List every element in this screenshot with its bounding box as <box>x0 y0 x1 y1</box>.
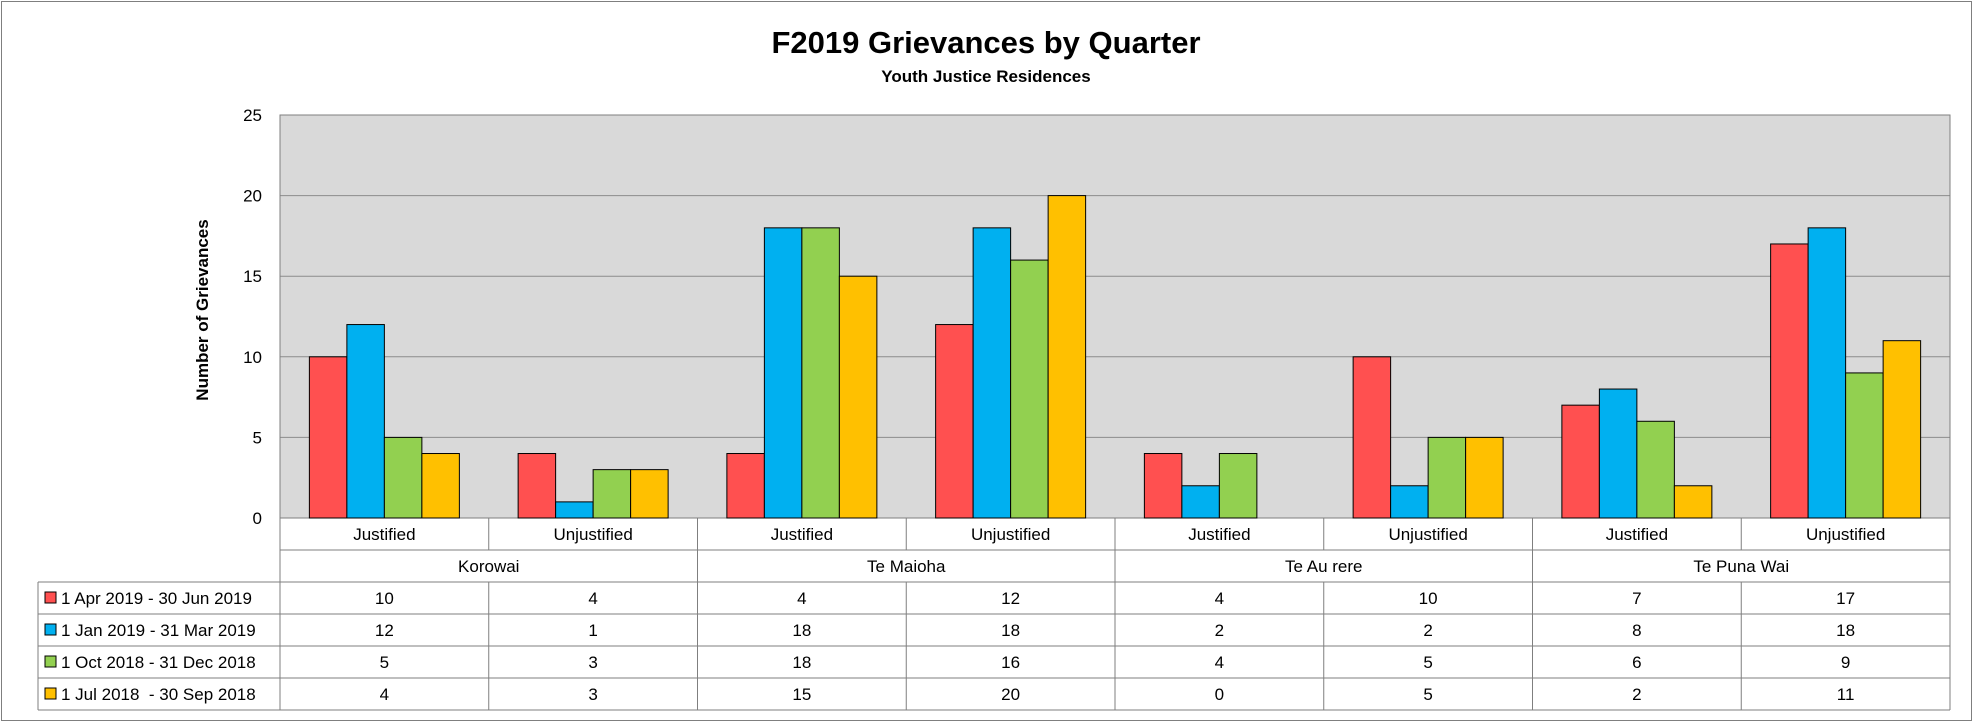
bar <box>308 356 348 519</box>
bar <box>763 227 803 519</box>
bar <box>555 501 594 519</box>
table-value: 2 <box>1632 685 1641 704</box>
table-value: 4 <box>380 685 389 704</box>
table-value: 3 <box>588 685 597 704</box>
table-value: 0 <box>1215 685 1224 704</box>
bar <box>517 453 557 519</box>
category-label: Unjustified <box>1806 525 1885 544</box>
bar <box>1770 243 1809 519</box>
y-tick-label: 25 <box>243 106 262 125</box>
bar <box>421 453 460 519</box>
group-label: Te Au rere <box>1285 557 1363 576</box>
table-value: 18 <box>792 621 811 640</box>
group-label: Te Maioha <box>867 557 946 576</box>
table-value: 6 <box>1632 653 1641 672</box>
bar <box>801 227 840 519</box>
table-value: 12 <box>375 621 394 640</box>
table-value: 15 <box>792 685 811 704</box>
bar <box>972 227 1012 519</box>
table-value: 10 <box>375 589 394 608</box>
bar <box>1218 453 1258 519</box>
y-axis-label: Number of Grievances <box>193 219 212 400</box>
table-value: 5 <box>1423 653 1432 672</box>
legend-label: 1 Oct 2018 - 31 Dec 2018 <box>61 653 256 672</box>
bar <box>1636 420 1675 519</box>
table-value: 17 <box>1836 589 1855 608</box>
table-value: 18 <box>1836 621 1855 640</box>
bar <box>346 324 385 519</box>
table-value: 8 <box>1632 621 1641 640</box>
chart-title: F2019 Grievances by Quarter <box>771 25 1200 60</box>
table-value: 4 <box>588 589 597 608</box>
legend-key <box>44 591 57 604</box>
bar <box>1352 356 1392 519</box>
legend-key <box>44 623 57 636</box>
bar <box>630 469 669 519</box>
bar <box>383 436 423 519</box>
bar <box>1598 388 1638 519</box>
y-tick-label: 5 <box>253 428 262 447</box>
bar <box>1882 340 1922 519</box>
table-value: 5 <box>380 653 389 672</box>
bar <box>838 275 878 519</box>
category-label: Justified <box>771 525 833 544</box>
table-value: 18 <box>1001 621 1020 640</box>
legend-label: 1 Jan 2019 - 31 Mar 2019 <box>61 621 256 640</box>
table-value: 7 <box>1632 589 1641 608</box>
category-label: Justified <box>353 525 415 544</box>
table-value: 18 <box>792 653 811 672</box>
bar <box>1010 259 1049 519</box>
bar <box>1143 453 1183 519</box>
table-value: 2 <box>1423 621 1432 640</box>
bar <box>726 453 765 519</box>
table-value: 4 <box>1215 653 1224 672</box>
bar <box>1673 485 1713 519</box>
table-value: 5 <box>1423 685 1432 704</box>
legend-key <box>44 687 57 700</box>
table-value: 4 <box>1215 589 1224 608</box>
bar <box>1807 227 1847 519</box>
y-tick-label: 20 <box>243 187 262 206</box>
legend-label: 1 Jul 2018 - 30 Sep 2018 <box>61 685 256 704</box>
bar <box>1561 404 1600 519</box>
table-value: 9 <box>1841 653 1850 672</box>
category-label: Unjustified <box>971 525 1050 544</box>
table-value: 3 <box>588 653 597 672</box>
bar <box>1845 372 1884 519</box>
table-value: 2 <box>1215 621 1224 640</box>
bar <box>935 324 974 519</box>
chart-subtitle: Youth Justice Residences <box>881 67 1090 86</box>
bar <box>1181 485 1220 519</box>
table-value: 12 <box>1001 589 1020 608</box>
y-tick-label: 15 <box>243 267 262 286</box>
category-label: Unjustified <box>553 525 632 544</box>
table-value: 16 <box>1001 653 1020 672</box>
category-label: Justified <box>1606 525 1668 544</box>
table-value: 1 <box>588 621 597 640</box>
table-value: 20 <box>1001 685 1020 704</box>
legend-key <box>44 655 57 668</box>
table-value: 10 <box>1419 589 1438 608</box>
y-tick-label: 10 <box>243 348 262 367</box>
legend-label: 1 Apr 2019 - 30 Jun 2019 <box>61 589 252 608</box>
table-value: 11 <box>1837 685 1855 704</box>
group-label: Korowai <box>458 557 519 576</box>
bar <box>1047 195 1087 519</box>
bar <box>592 469 632 519</box>
bar <box>1427 436 1467 519</box>
bar <box>1465 436 1504 519</box>
bar <box>1390 485 1429 519</box>
category-label: Unjustified <box>1388 525 1467 544</box>
y-tick-label: 0 <box>253 509 262 528</box>
group-label: Te Puna Wai <box>1693 557 1789 576</box>
category-label: Justified <box>1188 525 1250 544</box>
table-value: 4 <box>797 589 806 608</box>
